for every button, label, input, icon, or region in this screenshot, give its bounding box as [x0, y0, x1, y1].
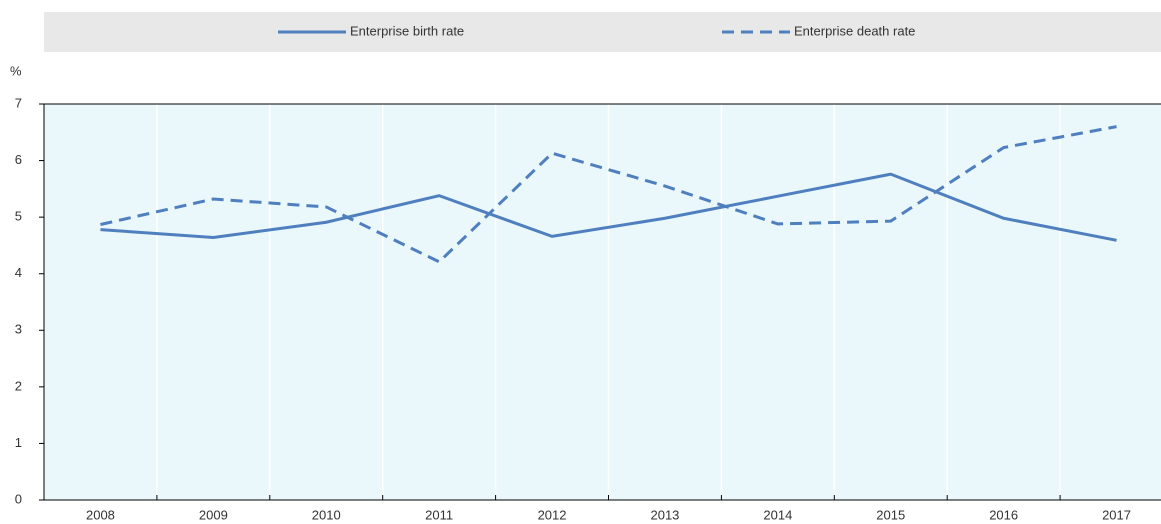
- y-tick-label: 4: [15, 265, 22, 280]
- x-tick-label: 2012: [538, 507, 567, 522]
- y-tick-label: 3: [15, 322, 22, 337]
- x-tick-label: 2011: [425, 507, 453, 522]
- series-line: [100, 172, 1117, 242]
- x-tick-label: 2014: [763, 507, 792, 522]
- y-tick-label: 2: [15, 378, 22, 393]
- legend-box: [44, 12, 1161, 52]
- y-tick-label: 6: [15, 152, 22, 167]
- series-line: [100, 125, 1117, 264]
- x-tick-label: 2009: [199, 507, 228, 522]
- x-tick-label: 2017: [1102, 507, 1131, 522]
- y-tick-label: 7: [15, 95, 22, 110]
- x-tick-label: 2010: [312, 507, 341, 522]
- y-tick-label: 5: [15, 209, 22, 224]
- x-tick-label: 2008: [86, 507, 115, 522]
- legend-label: Enterprise birth rate: [350, 23, 464, 38]
- legend-label: Enterprise death rate: [794, 23, 915, 38]
- y-axis-label: %: [10, 63, 22, 78]
- y-tick-label: 0: [15, 491, 22, 506]
- x-tick-label: 2013: [650, 507, 679, 522]
- x-tick-label: 2016: [989, 507, 1018, 522]
- plot-area: [44, 104, 1161, 500]
- y-tick-label: 1: [15, 435, 22, 450]
- x-tick-label: 2015: [876, 507, 905, 522]
